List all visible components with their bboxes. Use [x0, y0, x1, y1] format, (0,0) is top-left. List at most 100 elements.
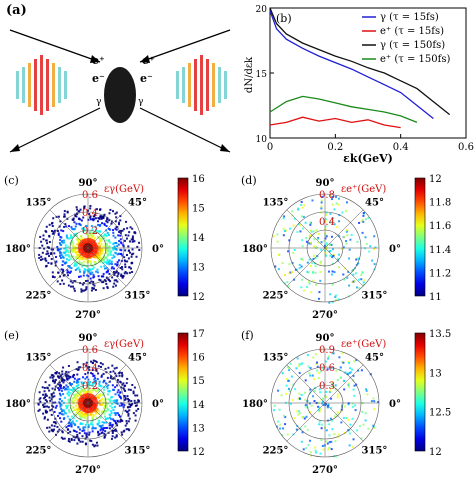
scatter-point: [59, 394, 62, 397]
scatter-point: [65, 377, 68, 380]
scatter-point: [122, 275, 125, 278]
scatter-point: [283, 273, 286, 276]
scatter-point: [38, 408, 41, 411]
scatter-point: [114, 251, 117, 254]
scatter-point: [338, 356, 341, 359]
scatter-point: [314, 446, 317, 449]
scatter-point: [370, 400, 373, 403]
scatter-point: [42, 234, 45, 237]
scatter-point: [132, 412, 135, 415]
scatter-point: [331, 217, 334, 220]
scatter-point: [42, 393, 45, 396]
scatter-point: [60, 400, 63, 403]
scatter-point: [288, 263, 291, 266]
scatter-point: [70, 255, 73, 258]
scatter-point: [334, 440, 337, 443]
scatter-point: [301, 239, 304, 242]
scatter-point: [336, 393, 339, 396]
scatter-point: [92, 283, 95, 286]
electron-beam-bunch: [104, 67, 136, 123]
scatter-point: [42, 238, 45, 241]
scatter-point: [289, 402, 292, 405]
scatter-point: [81, 440, 84, 443]
scatter-point: [280, 394, 283, 397]
angle-label: 90°: [79, 333, 98, 344]
pulse-band: [218, 67, 221, 103]
scatter-point: [116, 424, 119, 427]
scatter-point: [306, 428, 309, 431]
scatter-point: [347, 385, 350, 388]
scatter-point: [109, 376, 112, 379]
scatter-point: [64, 412, 67, 415]
scatter-point: [279, 427, 282, 430]
scatter-point: [106, 285, 109, 288]
scatter-point: [92, 273, 95, 276]
pulse-band: [182, 67, 185, 103]
x-tick-label: 0: [267, 142, 273, 153]
scatter-point: [68, 264, 71, 267]
scatter-point: [94, 253, 97, 256]
scatter-point: [80, 381, 83, 384]
scatter-point: [128, 429, 131, 432]
scatter-point: [131, 248, 134, 251]
scatter-point: [72, 242, 75, 245]
scatter-point: [115, 270, 118, 273]
scatter-point: [111, 266, 114, 269]
scatter-point: [92, 231, 95, 234]
scatter-point: [102, 391, 105, 394]
scatter-point: [90, 280, 93, 283]
scatter-point: [108, 212, 111, 215]
scatter-point: [62, 260, 65, 263]
scatter-point: [69, 243, 72, 246]
colorbar: [177, 332, 189, 452]
scatter-point: [118, 374, 121, 377]
scatter-point: [98, 380, 101, 383]
scatter-point: [310, 404, 313, 407]
scatter-point: [120, 274, 123, 277]
scatter-point: [102, 234, 105, 237]
scatter-point: [94, 289, 97, 292]
scatter-point: [326, 406, 329, 409]
scatter-point: [330, 440, 333, 443]
scatter-point: [104, 280, 107, 283]
scatter-point: [38, 398, 41, 401]
radius-label: 0.4: [82, 363, 98, 374]
scatter-point: [353, 384, 356, 387]
scatter-point: [59, 403, 62, 406]
scatter-point: [121, 433, 124, 436]
scatter-point: [323, 239, 326, 242]
scatter-point: [45, 239, 48, 242]
scatter-point: [114, 428, 117, 431]
scatter-point: [114, 429, 117, 432]
scatter-point: [351, 445, 354, 448]
scatter-point: [354, 404, 357, 407]
scatter-point: [108, 427, 111, 430]
scatter-point: [361, 218, 364, 221]
scatter-point: [123, 394, 126, 397]
series-line-2: [269, 7, 451, 116]
scatter-point: [64, 254, 67, 257]
scatter-point: [287, 387, 290, 390]
scatter-point: [114, 436, 117, 439]
scatter-point: [45, 411, 48, 414]
scatter-point: [106, 258, 109, 261]
scatter-point: [331, 419, 334, 422]
scatter-point: [347, 403, 350, 406]
scatter-point: [38, 391, 41, 394]
scatter-point: [127, 249, 130, 252]
scatter-point: [374, 246, 377, 249]
scatter-point: [346, 276, 349, 279]
scatter-point: [319, 452, 322, 455]
scatter-point: [38, 253, 41, 256]
scatter-point: [110, 418, 113, 421]
scatter-point: [354, 272, 357, 275]
angle-label: 180°: [5, 244, 31, 255]
colorbar: [414, 177, 426, 297]
scatter-point: [74, 388, 77, 391]
scatter-point: [115, 435, 118, 438]
scatter-point: [104, 398, 107, 401]
scatter-point: [58, 389, 61, 392]
scatter-point: [291, 261, 294, 264]
scatter-point: [128, 417, 131, 420]
scatter-point: [298, 372, 301, 375]
